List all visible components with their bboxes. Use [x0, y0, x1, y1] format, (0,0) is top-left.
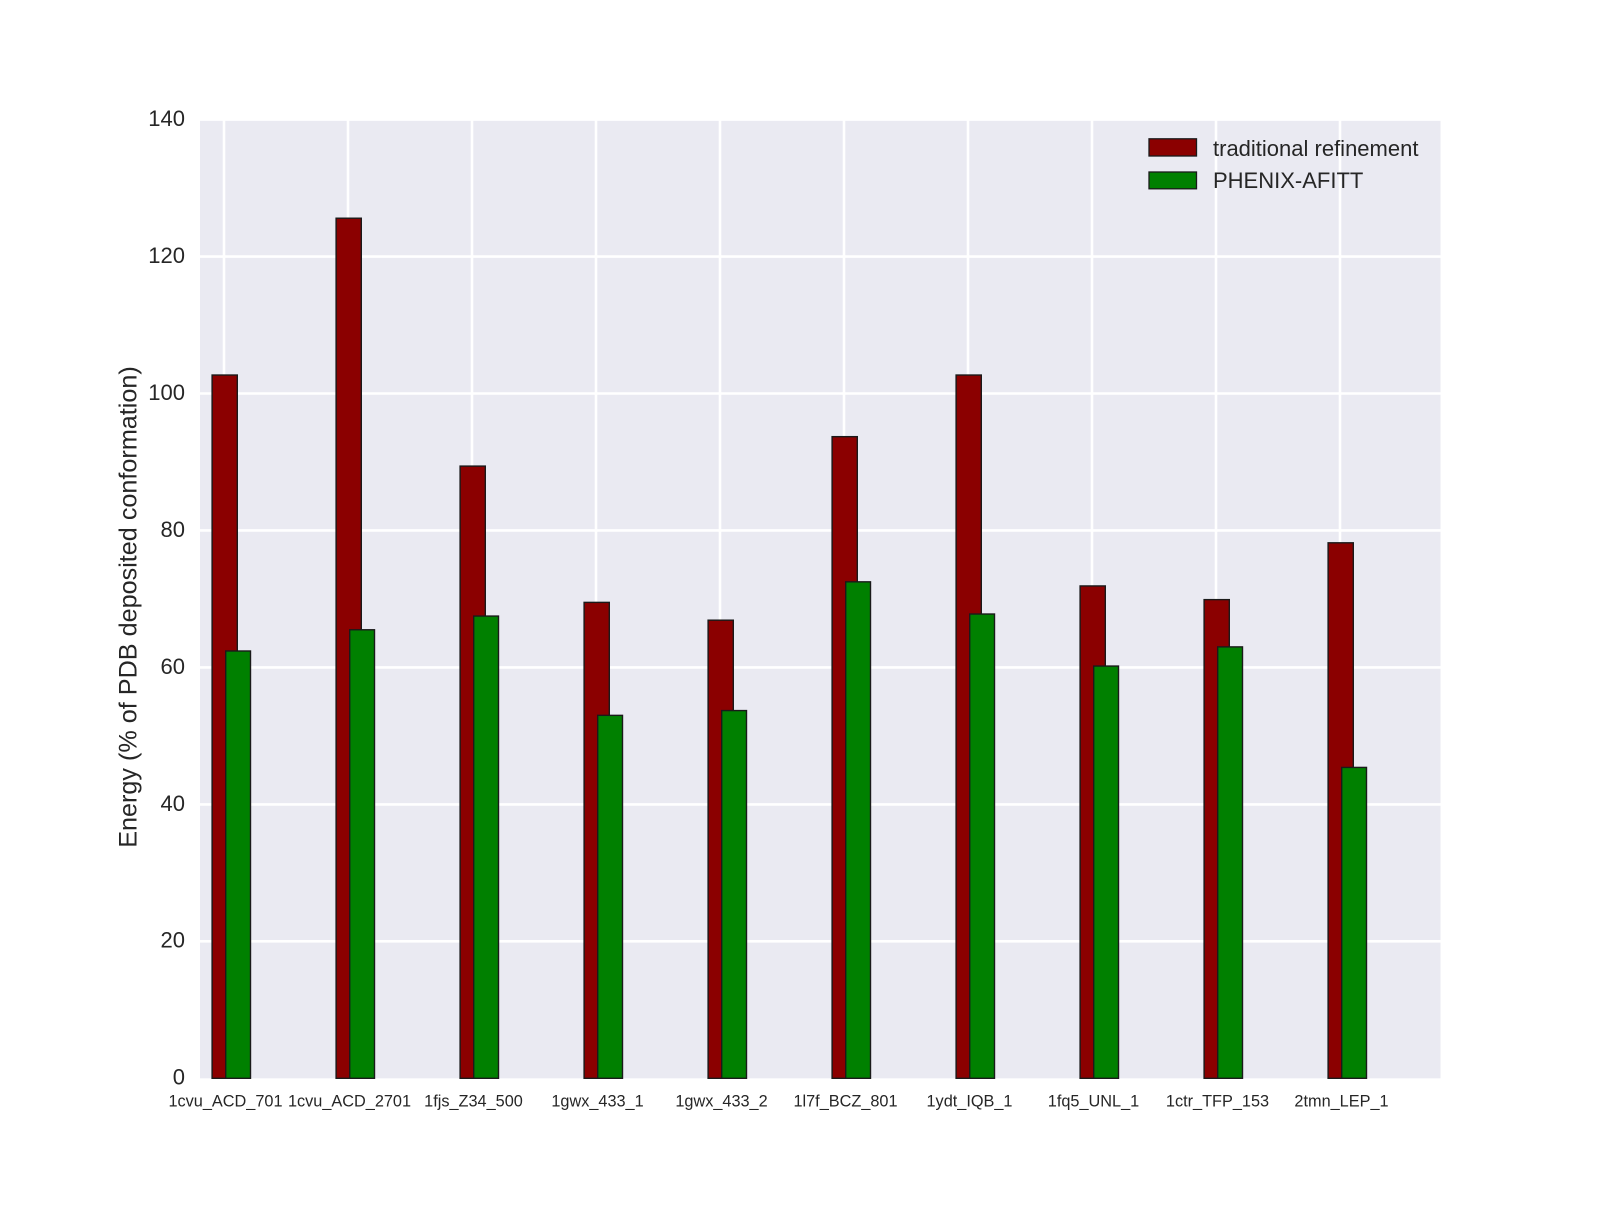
svg-text:40: 40 [161, 791, 185, 816]
svg-text:140: 140 [148, 106, 185, 131]
svg-text:Energy (% of PDB deposited con: Energy (% of PDB deposited conformation) [115, 366, 143, 848]
svg-text:1ctr_TFP_153: 1ctr_TFP_153 [1166, 1093, 1269, 1111]
svg-text:1cvu_ACD_701: 1cvu_ACD_701 [168, 1093, 282, 1111]
svg-text:2tmn_LEP_1: 2tmn_LEP_1 [1294, 1093, 1388, 1111]
svg-text:0: 0 [173, 1065, 185, 1090]
svg-text:100: 100 [148, 380, 185, 405]
svg-text:1cvu_ACD_2701: 1cvu_ACD_2701 [288, 1093, 411, 1111]
svg-text:PHENIX-AFITT: PHENIX-AFITT [1213, 168, 1363, 193]
svg-text:1gwx_433_1: 1gwx_433_1 [551, 1093, 643, 1111]
svg-text:1fjs_Z34_500: 1fjs_Z34_500 [424, 1093, 523, 1111]
svg-text:120: 120 [148, 243, 185, 268]
svg-text:traditional refinement: traditional refinement [1213, 136, 1418, 161]
svg-text:80: 80 [161, 517, 185, 542]
svg-text:1gwx_433_2: 1gwx_433_2 [675, 1093, 767, 1111]
svg-text:1l7f_BCZ_801: 1l7f_BCZ_801 [793, 1093, 897, 1111]
svg-text:1fq5_UNL_1: 1fq5_UNL_1 [1048, 1093, 1139, 1111]
svg-text:1ydt_IQB_1: 1ydt_IQB_1 [927, 1093, 1013, 1111]
svg-text:20: 20 [161, 928, 185, 953]
svg-text:60: 60 [161, 654, 185, 679]
